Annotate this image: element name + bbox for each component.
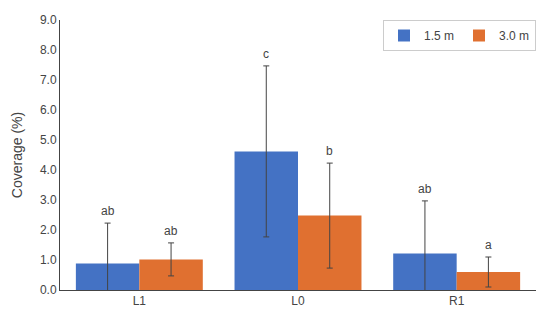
svg-text:a: a bbox=[485, 238, 492, 252]
svg-text:L0: L0 bbox=[291, 294, 305, 308]
svg-text:8.0: 8.0 bbox=[40, 43, 57, 57]
svg-text:0.0: 0.0 bbox=[40, 283, 57, 297]
svg-text:L1: L1 bbox=[133, 294, 147, 308]
svg-text:ab: ab bbox=[164, 224, 178, 238]
svg-text:2.0: 2.0 bbox=[40, 223, 57, 237]
svg-text:3.0: 3.0 bbox=[40, 193, 57, 207]
svg-text:1.5 m: 1.5 m bbox=[424, 29, 454, 43]
svg-text:6.0: 6.0 bbox=[40, 103, 57, 117]
svg-text:3.0 m: 3.0 m bbox=[499, 29, 529, 43]
svg-text:ab: ab bbox=[101, 204, 115, 218]
svg-text:Coverage (%): Coverage (%) bbox=[9, 112, 25, 198]
svg-text:5.0: 5.0 bbox=[40, 133, 57, 147]
svg-text:7.0: 7.0 bbox=[40, 73, 57, 87]
svg-text:c: c bbox=[263, 47, 269, 61]
svg-text:9.0: 9.0 bbox=[40, 13, 57, 27]
svg-text:ab: ab bbox=[418, 182, 432, 196]
svg-text:1.0: 1.0 bbox=[40, 253, 57, 267]
svg-text:4.0: 4.0 bbox=[40, 163, 57, 177]
svg-text:b: b bbox=[326, 144, 333, 158]
svg-text:R1: R1 bbox=[449, 294, 465, 308]
